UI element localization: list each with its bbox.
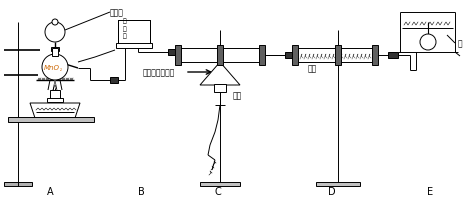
Bar <box>217 46 223 66</box>
Text: E: E <box>427 186 433 196</box>
Bar <box>316 182 360 186</box>
Text: 强光: 强光 <box>233 91 242 100</box>
Bar <box>120 28 148 46</box>
Bar <box>51 48 59 52</box>
Circle shape <box>52 20 58 26</box>
Bar <box>8 117 94 122</box>
Bar <box>285 53 297 59</box>
Text: 水: 水 <box>458 39 463 48</box>
Text: 甲烷（含水分）: 甲烷（含水分） <box>143 68 176 77</box>
Bar <box>116 44 152 49</box>
Bar <box>50 91 60 100</box>
Text: 石棉: 石棉 <box>308 64 317 73</box>
Bar <box>388 53 398 59</box>
Text: C: C <box>215 186 221 196</box>
Bar <box>175 46 181 66</box>
Polygon shape <box>53 81 57 91</box>
Bar <box>52 49 58 57</box>
Bar <box>214 85 226 93</box>
Bar <box>178 49 262 63</box>
Bar <box>295 49 375 63</box>
Bar <box>118 21 150 46</box>
Bar <box>292 46 298 66</box>
Polygon shape <box>30 103 80 118</box>
Text: B: B <box>138 186 144 196</box>
Text: D: D <box>328 186 336 196</box>
Text: ₂: ₂ <box>60 67 62 72</box>
Text: 浓盐酸: 浓盐酸 <box>110 8 124 17</box>
Circle shape <box>42 55 68 81</box>
Bar <box>259 46 265 66</box>
Bar <box>110 78 118 84</box>
Text: 浓
硫
酸: 浓 硫 酸 <box>123 18 127 39</box>
Text: MnO: MnO <box>44 65 60 71</box>
Circle shape <box>45 23 65 43</box>
Bar <box>372 46 378 66</box>
Bar <box>47 99 63 102</box>
Text: A: A <box>47 186 53 196</box>
Circle shape <box>420 35 436 51</box>
Bar <box>200 182 240 186</box>
Bar <box>4 182 32 186</box>
Bar <box>335 46 341 66</box>
Polygon shape <box>200 63 240 86</box>
Bar <box>118 21 150 46</box>
Bar <box>168 50 178 56</box>
